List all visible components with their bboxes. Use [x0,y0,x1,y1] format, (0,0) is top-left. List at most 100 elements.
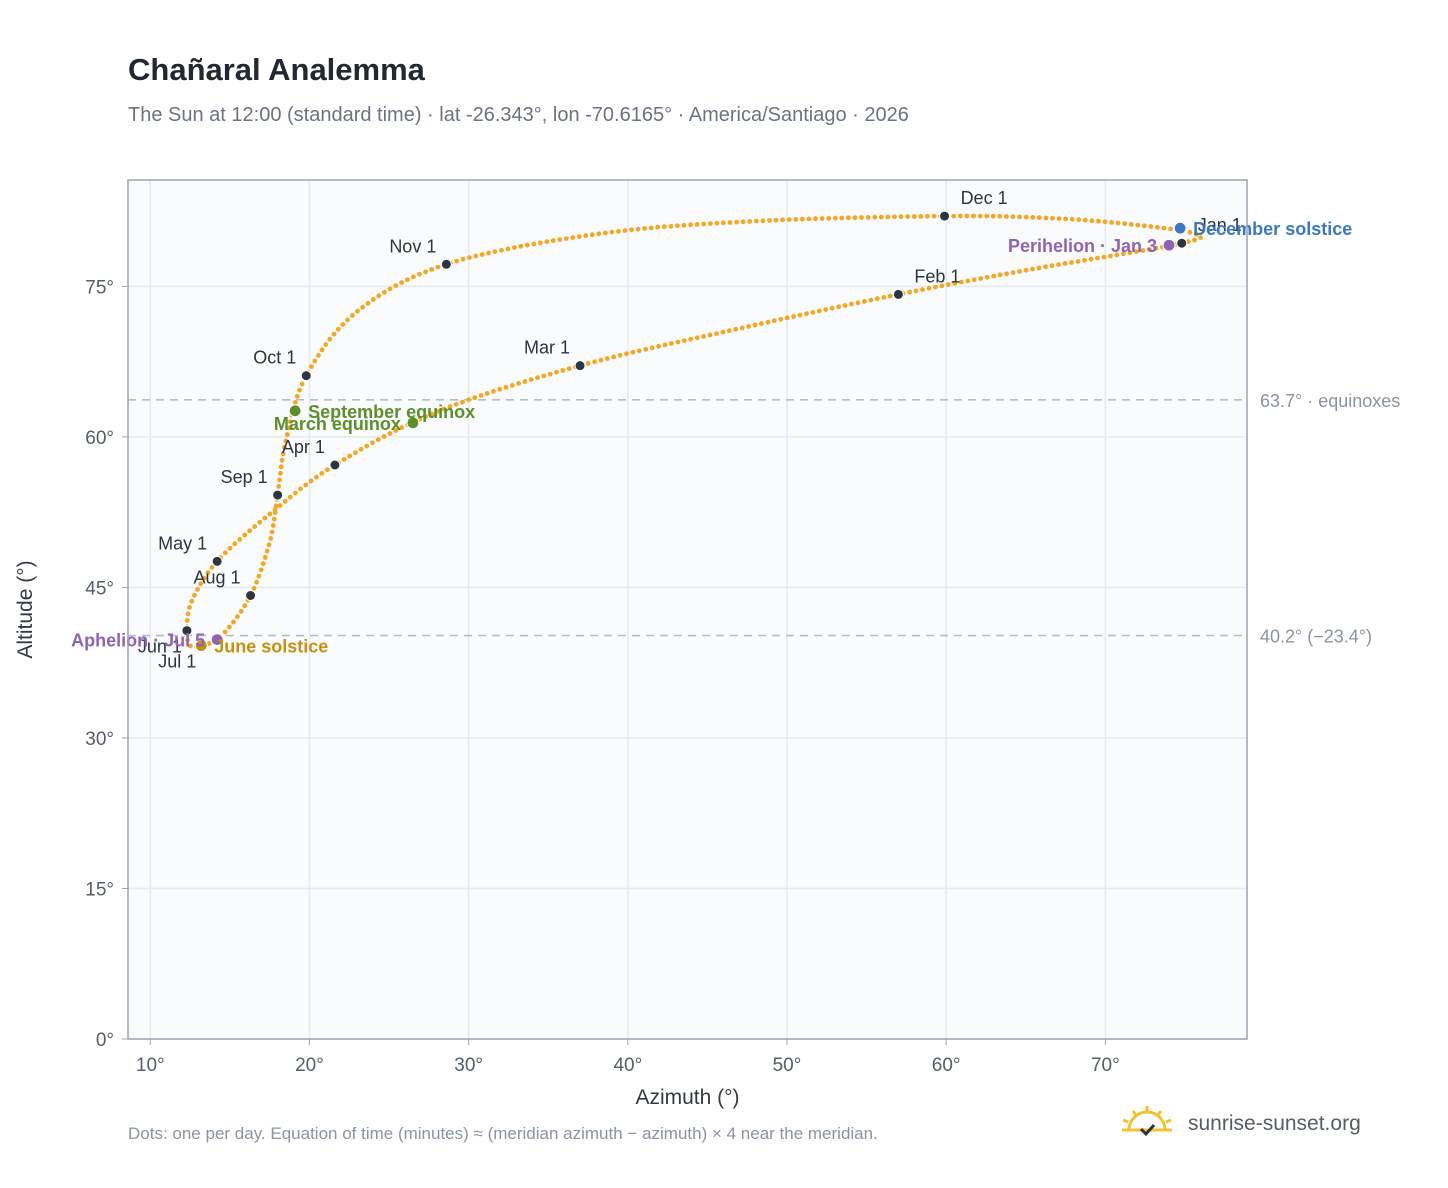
daily-sun-dot [1122,221,1128,227]
daily-sun-dot [399,280,404,285]
daily-sun-dot [701,221,707,227]
daily-sun-dot [931,213,937,219]
daily-sun-dot [1056,262,1061,267]
daily-sun-dot [733,326,739,332]
daily-sun-dot [187,605,192,610]
daily-sun-dot [185,611,191,617]
daily-sun-dot [1023,267,1029,273]
daily-sun-dot [287,494,293,500]
daily-sun-dot [417,271,422,277]
daily-sun-dot [284,432,290,437]
daily-sun-dot [1023,214,1029,220]
daily-sun-dot [375,437,381,443]
daily-sun-dot [816,308,822,314]
daily-sun-dot [1114,252,1120,258]
daily-sun-dot [570,235,576,241]
daily-sun-dot [316,353,321,358]
daily-sun-dot [364,443,370,449]
month-label: Jun 1 [138,637,182,657]
daily-sun-dot [952,280,958,286]
daily-sun-dot [813,216,818,222]
daily-sun-dot [201,575,207,581]
daily-sun-dot [630,349,636,355]
daily-sun-dot [669,341,674,346]
event-marker [194,639,208,653]
daily-sun-dot [273,503,279,509]
daily-sun-dot [491,389,496,394]
daily-sun-dot [473,253,479,259]
daily-sun-dot [478,393,484,398]
daily-sun-dot [793,217,799,222]
daily-sun-dot [314,474,319,480]
daily-sun-dot [636,348,642,354]
daily-sun-dot [1101,254,1107,260]
daily-sun-dot [262,515,268,521]
daily-sun-dot [767,218,772,223]
daily-sun-dot [453,401,459,407]
daily-sun-dot [381,434,387,439]
daily-sun-dot [624,351,629,357]
month-label: May 1 [158,533,207,553]
daily-sun-dot [878,214,884,220]
daily-sun-dot [441,406,447,412]
daily-sun-dot [1187,229,1193,235]
daily-sun-dot [1075,259,1081,264]
daily-sun-dot [454,258,460,264]
y-tick-label: 75° [85,277,114,298]
daily-sun-dot [503,385,509,390]
month-marker [574,360,586,372]
daily-sun-dot [492,249,498,255]
daily-sun-dot [1115,220,1121,226]
daily-sun-dot [661,224,667,230]
event-label: June solstice [214,637,328,657]
daily-sun-dot [688,222,693,228]
daily-sun-dot [522,379,528,384]
daily-sun-dot [262,555,268,560]
month-label: Mar 1 [524,338,570,358]
daily-sun-dot [662,342,668,348]
daily-sun-dot [1095,255,1100,261]
daily-sun-dot [324,467,330,473]
daily-sun-dot [598,357,604,363]
daily-sun-dot [771,318,777,324]
month-label: Jan 1 [1198,215,1242,235]
daily-sun-dot [832,215,838,221]
daily-sun-dot [266,542,272,548]
daily-sun-dot [1036,265,1042,271]
daily-sun-dot [681,338,687,343]
daily-sun-dot [589,232,595,238]
daily-sun-dot [1153,245,1159,251]
daily-sun-dot [509,383,515,388]
daily-sun-dot [270,523,276,528]
daily-sun-dot [393,428,399,433]
daily-sun-dot [1096,218,1101,224]
daily-sun-dot [1134,249,1139,255]
daily-sun-dot [714,331,719,336]
daily-sun-dot [1140,248,1146,253]
daily-sun-dot [269,529,275,535]
daily-sun-dot [303,482,309,488]
daily-sun-dot [205,570,211,576]
event-marker [1173,221,1187,235]
x-tick-label: 20° [295,1055,324,1076]
daily-sun-dot [1069,260,1074,265]
daily-sun-dot [1148,224,1154,229]
daily-sun-dot [1108,253,1113,259]
daily-sun-dot [254,579,259,585]
month-marker [892,288,904,300]
daily-sun-dot [257,519,263,525]
daily-sun-dot [765,319,771,325]
daily-sun-dot [727,220,733,225]
daily-sun-dot [898,214,904,220]
plot-area [128,180,1247,1039]
daily-sun-dot [714,220,720,226]
daily-sun-dot [277,477,282,483]
daily-sun-dot [1050,215,1055,221]
daily-sun-dot [376,293,382,299]
brand-logo[interactable]: sunrise-sunset.org [1120,1104,1361,1144]
y-tick-label: 45° [85,578,114,599]
daily-sun-dot [222,629,228,635]
daily-sun-dot [467,255,472,260]
daily-sun-dot [537,240,543,246]
daily-sun-dot [429,411,435,417]
